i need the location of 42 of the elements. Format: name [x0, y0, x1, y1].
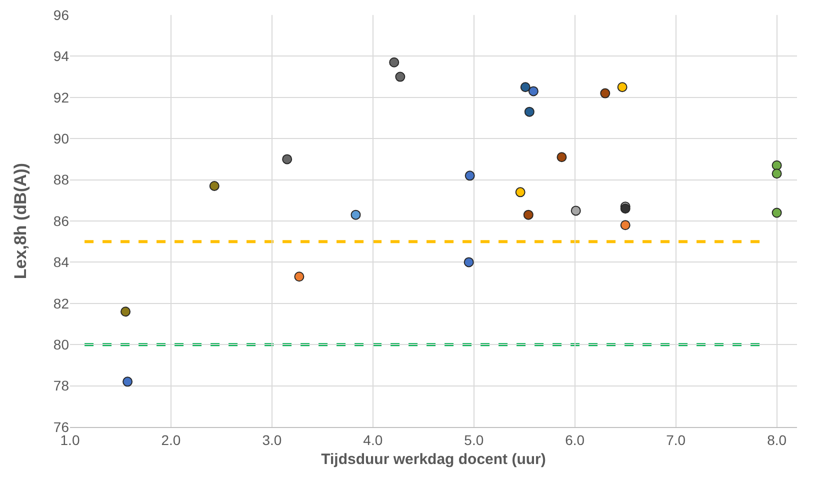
- point: [294, 272, 304, 282]
- y-tick-label: 96: [53, 6, 70, 23]
- point: [515, 187, 526, 198]
- x-tick-label: 3.0: [262, 432, 282, 448]
- point: [772, 160, 782, 170]
- y-tick-label: 88: [53, 172, 70, 188]
- y-tick-label: 84: [53, 254, 70, 270]
- y-tick-label: 80: [53, 336, 70, 352]
- point: [620, 220, 630, 230]
- y-tick-label: 78: [53, 378, 70, 394]
- point: [464, 170, 475, 181]
- point: [528, 86, 538, 96]
- point: [122, 376, 133, 387]
- point: [617, 82, 628, 92]
- point: [600, 88, 610, 98]
- y-tick-label: 82: [53, 295, 70, 312]
- y-tick-label: 92: [53, 89, 70, 106]
- x-tick-label: 2.0: [161, 432, 181, 448]
- x-tick-label: 7.0: [666, 432, 686, 448]
- y-tick-label: 86: [53, 212, 70, 229]
- x-tick-label: 5.0: [464, 432, 484, 448]
- point: [389, 57, 400, 68]
- x-tick-label: 6.0: [565, 432, 585, 448]
- x-tick-label: 4.0: [363, 432, 383, 448]
- point: [520, 82, 530, 92]
- point: [395, 72, 406, 82]
- y-tick-label: 90: [53, 130, 70, 146]
- point: [524, 106, 534, 117]
- y-axis-title: Lex,8h (dB(A)): [11, 162, 30, 280]
- point: [120, 306, 131, 317]
- point: [209, 180, 220, 191]
- point: [772, 168, 782, 179]
- y-tick-label: 94: [53, 48, 70, 64]
- point: [282, 154, 292, 164]
- point: [464, 257, 474, 268]
- point: [570, 206, 581, 216]
- x-tick-label: 8.0: [767, 432, 787, 448]
- point: [772, 208, 782, 218]
- point: [350, 210, 361, 220]
- point: [523, 210, 534, 220]
- x-axis-title: Tijdsduur werkdag docent (uur): [321, 450, 546, 468]
- point: [556, 152, 567, 162]
